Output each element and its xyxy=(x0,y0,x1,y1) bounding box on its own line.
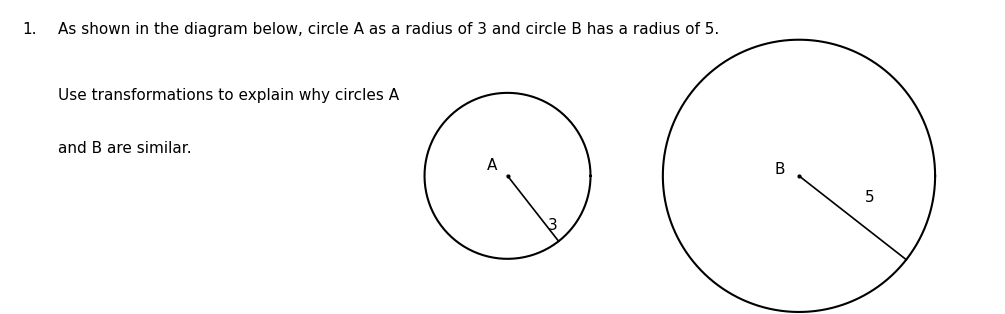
Text: and B are similar.: and B are similar. xyxy=(58,141,192,156)
Text: A: A xyxy=(487,158,497,173)
Text: 5: 5 xyxy=(864,190,874,205)
Text: As shown in the diagram below, circle A as a radius of 3 and circle B has a radi: As shown in the diagram below, circle A … xyxy=(58,22,720,37)
Text: B: B xyxy=(775,161,785,176)
Text: 1.: 1. xyxy=(22,22,36,37)
Text: 3: 3 xyxy=(548,219,558,233)
Text: Use transformations to explain why circles A: Use transformations to explain why circl… xyxy=(58,88,399,103)
